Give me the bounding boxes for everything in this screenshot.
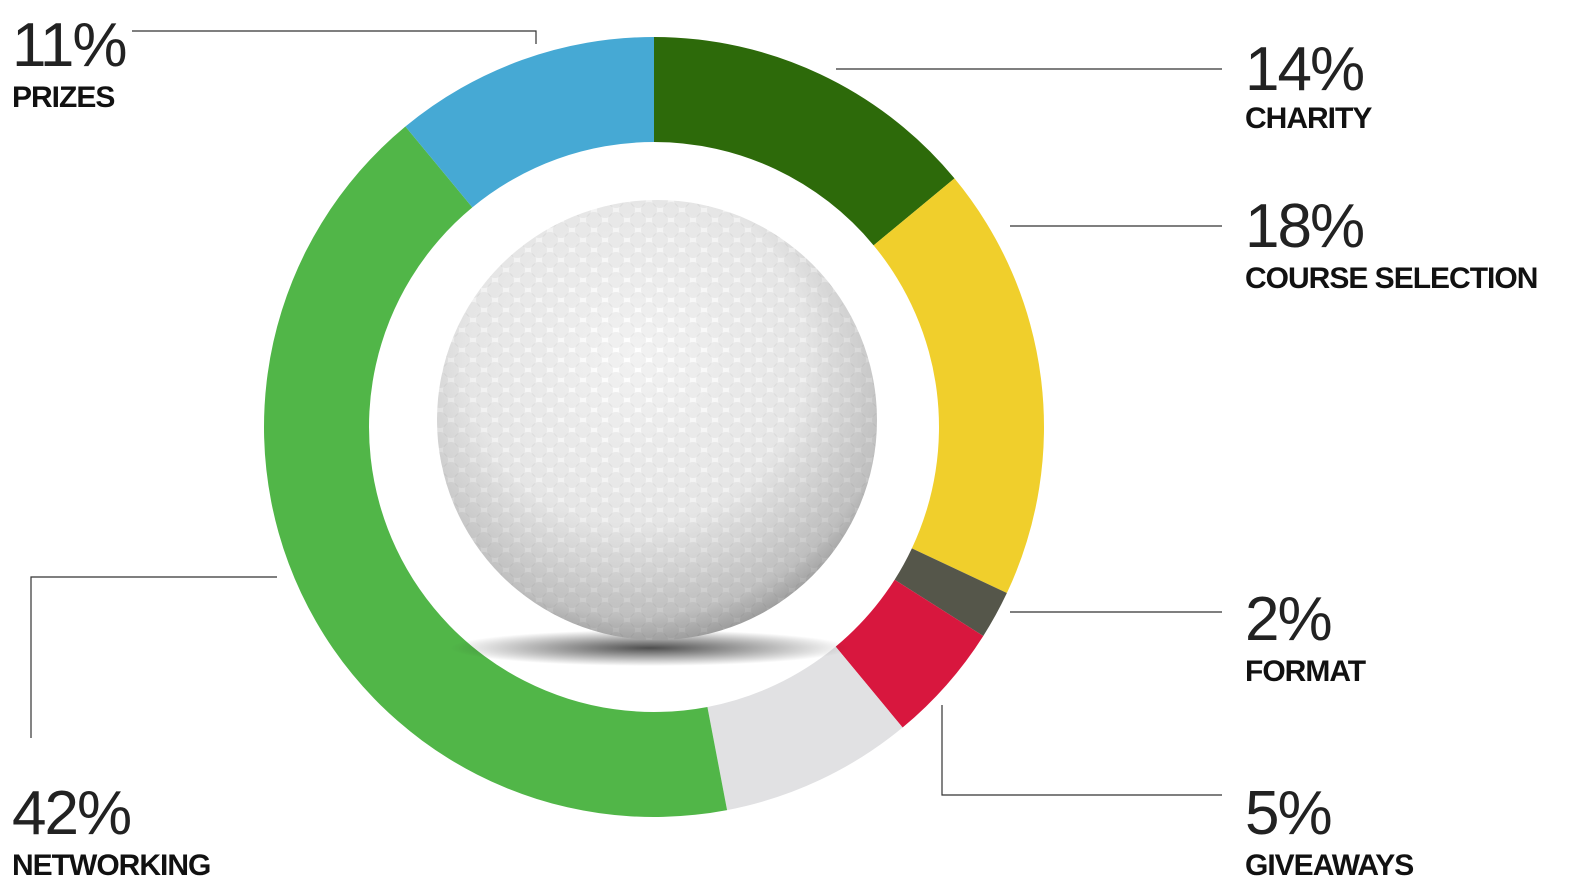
- value-label: 14%: [1245, 35, 1363, 104]
- value-label: 2%: [1245, 585, 1331, 654]
- donut-segment: [654, 37, 955, 246]
- donut-segment: [835, 579, 984, 728]
- category-label: GIVEAWAYS: [1245, 849, 1413, 882]
- leader-line: [132, 30, 537, 44]
- donut-segment: [894, 548, 1007, 636]
- donut: [263, 37, 1044, 818]
- category-label: FORMAT: [1245, 655, 1366, 688]
- leader-line: [941, 705, 1222, 796]
- leader-line: [30, 576, 277, 738]
- donut-segment: [263, 126, 728, 818]
- category-label: PRIZES: [12, 81, 114, 114]
- value-label: 42%: [12, 779, 130, 848]
- value-label: 11%: [12, 11, 126, 80]
- donut-segment: [405, 37, 654, 208]
- donut-segment: [707, 646, 903, 811]
- labels: 14%CHARITY 18%COURSE SELECTION 2%FORMAT 5%G…: [12, 11, 1538, 882]
- donut-segment: [873, 178, 1044, 594]
- value-label: 5%: [1245, 779, 1331, 848]
- golf-ball: [437, 200, 877, 666]
- ball-dimples: [437, 200, 877, 640]
- category-label: COURSE SELECTION: [1245, 262, 1537, 295]
- ball-shadow: [450, 630, 850, 666]
- category-label: NETWORKING: [12, 849, 210, 882]
- category-label: CHARITY: [1245, 102, 1372, 135]
- value-label: 18%: [1245, 192, 1363, 261]
